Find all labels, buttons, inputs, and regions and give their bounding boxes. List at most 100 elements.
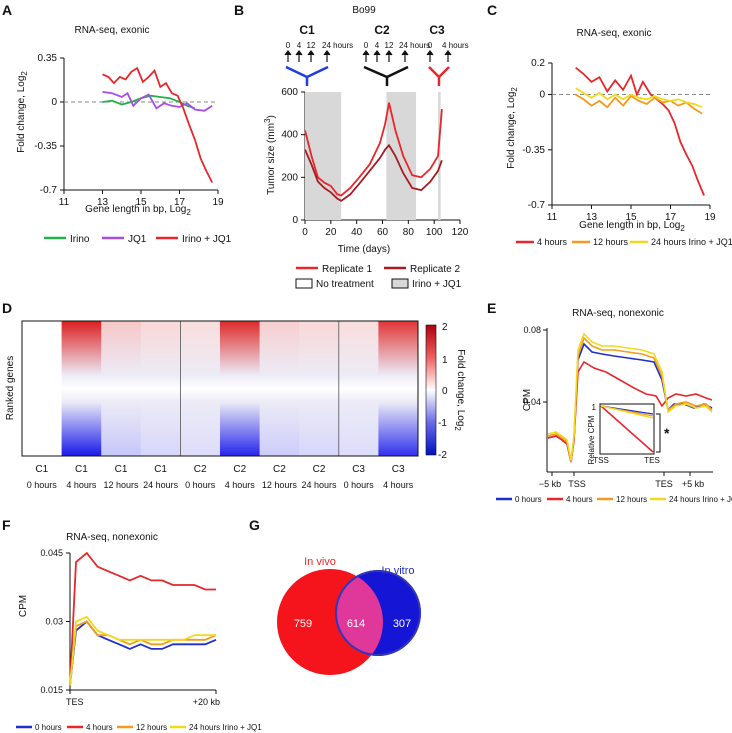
- series-line-24-hours-irino-jq1: [575, 87, 703, 109]
- heatmap-column-labels: C1 0 hours C1 4 hours C1 12 hours C1 24 hours C2…: [27, 464, 414, 490]
- heatmap-column-time: 24 hours: [301, 480, 337, 490]
- heatmap-column-cycle: C2: [233, 464, 246, 475]
- inset-xtick-tes: TES: [644, 456, 660, 465]
- panel-e-xtick-tes: TES: [655, 479, 673, 489]
- x-tick-label: 120: [452, 227, 469, 238]
- x-tick-label: 11: [59, 197, 70, 208]
- y-tick-label: -0.35: [522, 145, 545, 156]
- c2-time-4: 4: [375, 41, 380, 50]
- panel-letter-a: A: [2, 2, 12, 18]
- x-tick-label: TES: [66, 697, 84, 707]
- panel-letter-g: G: [249, 517, 260, 533]
- panel-letter-e: E: [487, 300, 496, 316]
- colorbar-ticks: 2 1 0 -1 -2: [438, 322, 448, 461]
- heatmap-column: [259, 321, 300, 456]
- c2-time-24: 24 hours: [399, 41, 430, 50]
- heatmap-column-cycle: C1: [154, 464, 167, 475]
- cycle-label-c1: C1: [299, 23, 315, 37]
- panel-c-plot: 11 13 15 17 19 0.2 0 -0.35 -0.7: [522, 58, 716, 223]
- series-line-4-hours: [69, 551, 216, 686]
- panel-e-ytick-label-004: 0.04: [523, 397, 541, 407]
- venn-in-vitro-outline: [335, 570, 421, 656]
- panel-c-title: RNA-seq, exonic: [576, 28, 651, 39]
- series-line-jq1: [102, 91, 213, 112]
- heatmap-column-cycle: C1: [75, 464, 88, 475]
- legend-label-treatment: Irino + JQ1: [412, 279, 462, 290]
- panel-e-xticks: −5 kb TSS TES +5 kb: [539, 472, 704, 489]
- heatmap-column-cycle: C2: [313, 464, 326, 475]
- legend-f-0h: 0 hours: [35, 723, 62, 732]
- heatmap-column-cycle: C2: [194, 464, 207, 475]
- heatmap-columns: [22, 321, 419, 456]
- panel-c-ylabel: Fold change, Log2: [506, 87, 519, 169]
- x-tick-label: 13: [586, 212, 598, 223]
- panel-a-plot: 11 13 15 17 19 0.35 0 -0.35 -0.7: [34, 53, 224, 208]
- y-tick-label: -0.35: [34, 141, 57, 152]
- heatmap-column-time: 4 hours: [225, 480, 256, 490]
- x-tick-label: 15: [625, 212, 637, 223]
- x-tick-label: 100: [426, 227, 443, 238]
- panel-b-title: Bo99: [352, 5, 376, 16]
- panel-c: C RNA-seq, exonic 11 13 15 17 19 0.2 0 -0.35 -0.…: [487, 2, 732, 247]
- series-line-irino-jq1: [102, 66, 214, 183]
- legend-label-replicate-2: Replicate 2: [410, 264, 460, 275]
- series-line-4-hours: [575, 66, 705, 196]
- panel-e-xtick-plus5: +5 kb: [682, 479, 704, 489]
- cycle-label-c2: C2: [374, 23, 390, 37]
- venn-count-overlap: 614: [347, 618, 365, 630]
- legend-e-0h: 0 hours: [515, 495, 542, 504]
- panel-f-ylabel: CPM: [18, 595, 29, 617]
- y-tick-label: -0.7: [528, 200, 546, 211]
- x-tick-label: 40: [351, 227, 363, 238]
- heatmap-column-time: 12 hours: [262, 480, 298, 490]
- venn-overlap: [335, 570, 383, 656]
- y-tick-label: 0: [539, 90, 545, 101]
- panel-e-legend: 0 hours 4 hours 12 hours 24 hours Irino …: [496, 495, 732, 504]
- venn-count-in-vivo: 759: [294, 618, 312, 630]
- panel-f-title: RNA-seq, nonexonic: [66, 532, 158, 543]
- colorbar: [425, 324, 437, 456]
- panel-b-ylabel: Tumor size (mm3): [263, 115, 277, 195]
- legend-e-24h: 24 hours Irino + JQ1: [669, 495, 732, 504]
- colorbar-tick-neg2: -2: [438, 450, 447, 461]
- series-line-irino: [102, 94, 196, 110]
- panel-e-xtick-tss: TSS: [568, 479, 586, 489]
- cycle-schematic: C1 C2 C3 0 4 12 24 hours 0 4 12 24 hours…: [284, 23, 469, 86]
- legend-swatch-irino-jq1: [391, 278, 409, 289]
- y-tick-label: -0.7: [40, 185, 58, 196]
- panel-e: E RNA-seq, nonexonic 0.08 0.04 CPM −5 kb…: [487, 300, 732, 504]
- treatment-window: [305, 92, 342, 220]
- panel-c-xlabel: Gene length in bp, Log2: [579, 220, 685, 233]
- inset-xtick-tss: TSS: [593, 456, 609, 465]
- legend-label-replicate-1: Replicate 1: [322, 264, 372, 275]
- heatmap-column-time: 0 hours: [185, 480, 216, 490]
- x-tick-label: 19: [704, 212, 716, 223]
- x-tick-label: 19: [212, 197, 224, 208]
- heatmap-column-time: 12 hours: [103, 480, 139, 490]
- legend-label-12h: 12 hours: [593, 237, 629, 247]
- series-line-replicate-1: [304, 102, 443, 197]
- panel-a-ylabel: Fold change, Log2: [16, 71, 29, 153]
- heatmap-column: [220, 321, 261, 456]
- venn-label-in-vitro: In vitro: [381, 565, 414, 577]
- panel-b-xlabel: Time (days): [338, 244, 390, 255]
- colorbar-label: Fold change, Log2: [453, 349, 466, 431]
- x-tick-label: 20: [325, 227, 337, 238]
- x-tick-label: 0: [302, 227, 308, 238]
- colorbar-tick-neg1: -1: [438, 418, 447, 429]
- heatmap-column-time: 0 hours: [27, 480, 58, 490]
- legend-label-irino: Irino: [70, 234, 90, 245]
- timepoint-arrows: [284, 50, 452, 62]
- x-tick-label: 60: [377, 227, 389, 238]
- inset-asterisk: *: [664, 425, 670, 441]
- colorbar-tick-2: 2: [442, 322, 448, 333]
- panel-c-legend: 4 hours 12 hours 24 hours Irino + JQ1: [516, 237, 732, 247]
- legend-label-4h: 4 hours: [537, 237, 568, 247]
- y-tick-label: 0: [51, 97, 57, 108]
- x-tick-label: 15: [135, 197, 147, 208]
- heatmap-column-time: 0 hours: [344, 480, 375, 490]
- panel-a-xlabel: Gene length in bp, Log2: [85, 204, 191, 217]
- heatmap-column: [378, 321, 419, 456]
- series-line-24-hours-irino-jq1: [69, 615, 216, 686]
